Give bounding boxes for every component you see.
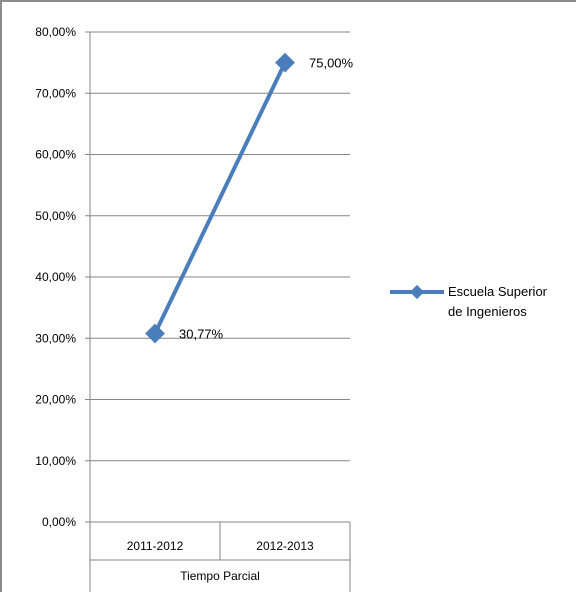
y-tick-label: 10,00%	[35, 454, 76, 468]
legend-label-line-1: Escuela Superior	[448, 284, 548, 299]
y-tick-label: 20,00%	[35, 393, 76, 407]
y-tick-label: 40,00%	[35, 270, 76, 284]
y-tick-label: 30,00%	[35, 331, 76, 345]
data-point-marker	[275, 52, 295, 73]
legend-marker-swatch	[409, 284, 425, 300]
data-point-marker	[145, 323, 165, 344]
legend: Escuela Superior de Ingenieros	[390, 284, 548, 319]
data-label: 30,77%	[179, 327, 224, 342]
x-tick-label: 2011-2012	[127, 539, 184, 553]
data-label: 75,00%	[309, 56, 354, 71]
series-layer	[145, 52, 295, 344]
x-tick-label: 2012-2013	[256, 539, 314, 553]
axes	[89, 32, 351, 592]
series-line	[153, 61, 287, 335]
y-tick-label: 70,00%	[35, 86, 76, 100]
y-tick-labels: 0,00% 10,00% 20,00% 30,00% 40,00% 50,00% 60,00…	[35, 25, 76, 529]
y-tick-label: 50,00%	[35, 209, 76, 223]
y-tick-label: 60,00%	[35, 148, 76, 162]
legend-label-line-2: de Ingenieros	[448, 304, 527, 319]
y-tick-label: 0,00%	[42, 515, 76, 529]
x-group-label: Tiempo Parcial	[180, 569, 260, 583]
x-tick-labels: 2011-2012 2012-2013	[127, 539, 314, 553]
data-labels: 30,77% 75,00%	[179, 56, 354, 342]
y-tick-label: 80,00%	[35, 25, 76, 39]
gridlines	[85, 31, 350, 523]
